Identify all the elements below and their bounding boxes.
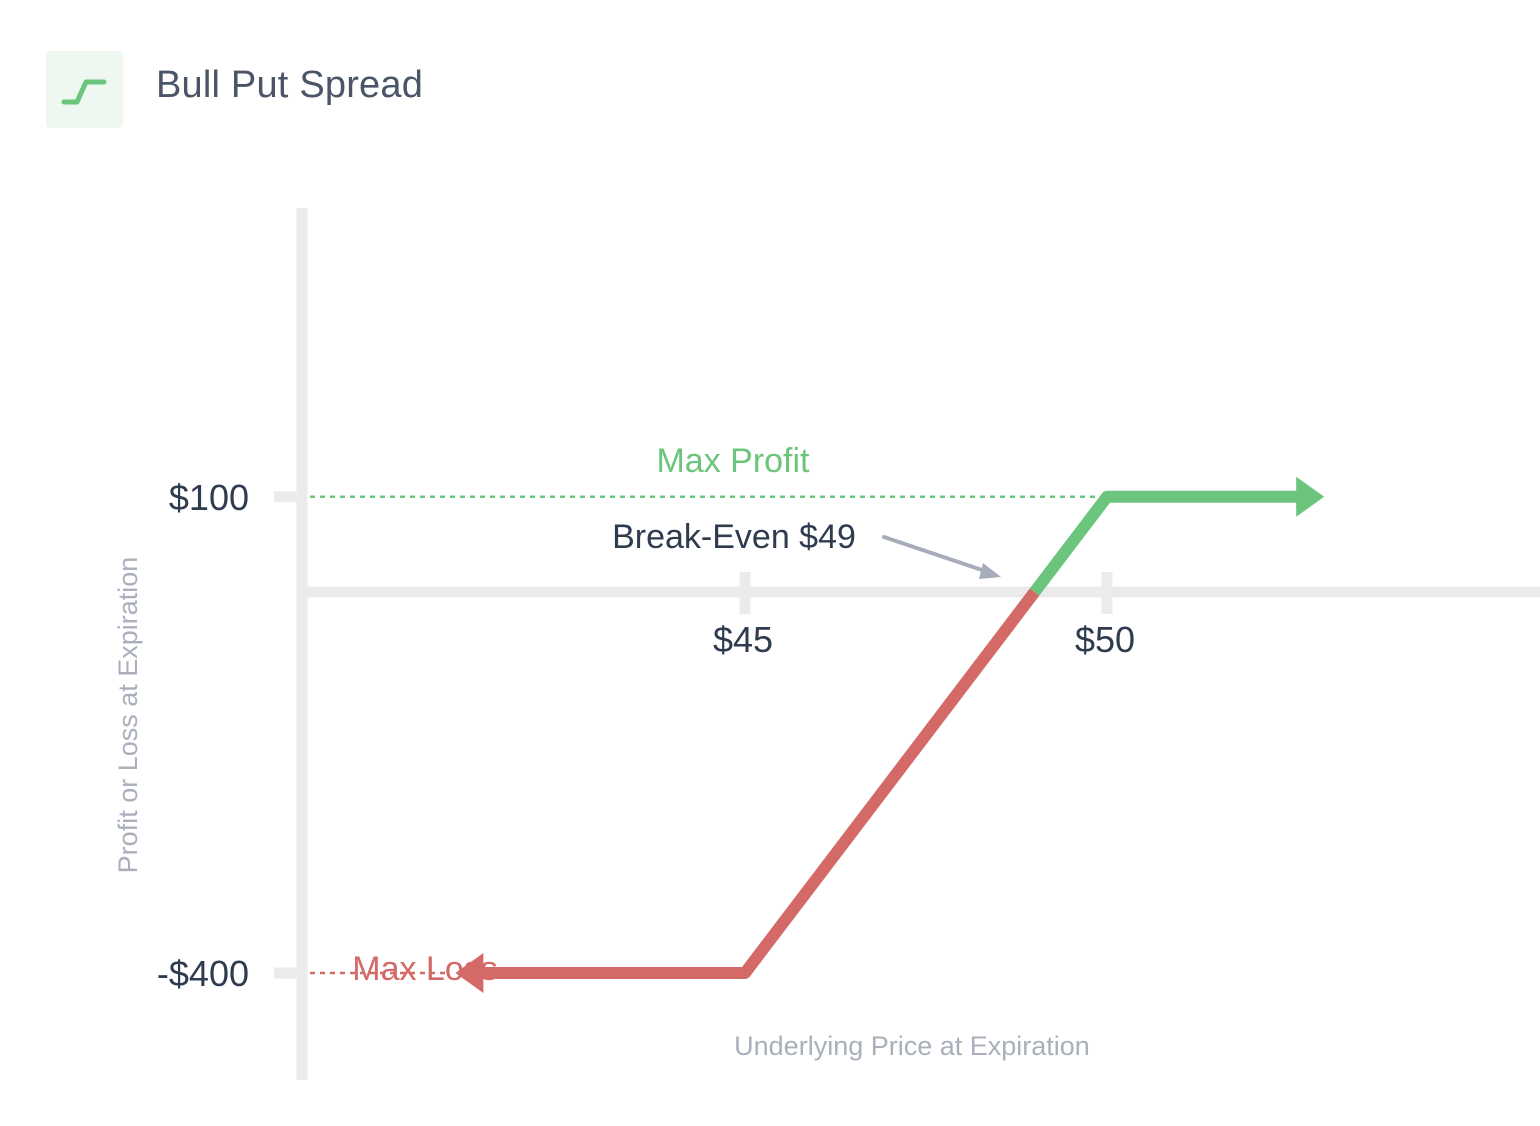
break-even-pointer-head xyxy=(979,563,1001,579)
step-line-icon xyxy=(61,79,107,105)
y-axis-title: Profit or Loss at Expiration xyxy=(113,557,143,874)
profit-segment xyxy=(1029,490,1305,596)
x-tick-label: $50 xyxy=(1075,619,1135,660)
page-title: Bull Put Spread xyxy=(156,64,424,106)
x-axis-title: Underlying Price at Expiration xyxy=(734,1031,1090,1061)
max-loss-label: Max Loss xyxy=(352,950,498,988)
break-even-label: Break-Even $49 xyxy=(612,518,856,556)
loss-segment xyxy=(475,588,1040,979)
y-tick-label: -$400 xyxy=(157,953,249,994)
max-profit-label: Max Profit xyxy=(656,442,810,480)
profit-arrowhead xyxy=(1296,476,1325,517)
break-even-pointer xyxy=(882,535,990,574)
loss-arrowhead xyxy=(455,953,484,993)
x-tick-label: $45 xyxy=(713,619,773,660)
y-tick-label: $100 xyxy=(169,477,249,518)
bull-put-spread-icon xyxy=(46,51,123,128)
